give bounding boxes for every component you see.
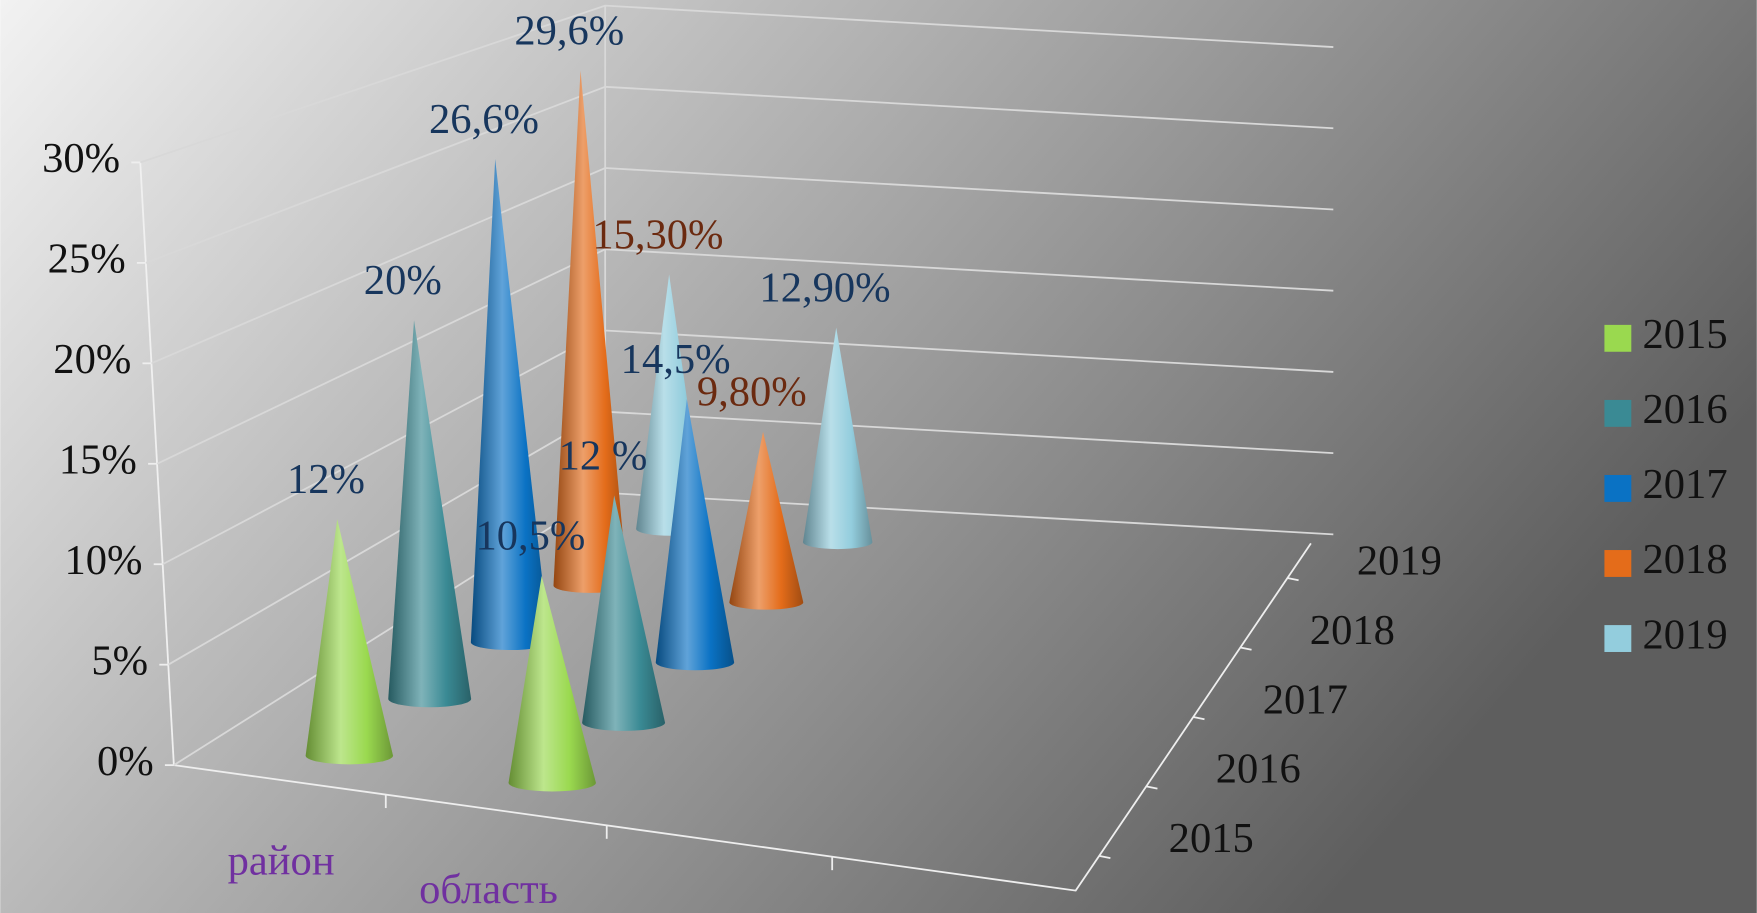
depth-tick (1287, 577, 1299, 582)
legend-label: 2018 (1643, 536, 1728, 583)
value-label: 12 % (559, 432, 648, 479)
grid-line (139, 4, 1334, 164)
cone (729, 431, 804, 610)
cone (553, 70, 628, 593)
y-tick-label: 10% (64, 537, 142, 584)
cone (388, 320, 472, 708)
value-label: 10,5% (475, 513, 585, 560)
depth-label: 2017 (1263, 676, 1348, 723)
value-label: 12% (287, 456, 365, 503)
cone (582, 495, 666, 731)
depth-label: 2016 (1216, 746, 1301, 793)
legend-label: 2015 (1643, 311, 1728, 358)
value-label: 29,6% (514, 7, 624, 54)
legend-swatch (1604, 324, 1632, 352)
cone (802, 327, 873, 550)
grid-line (156, 248, 1334, 465)
legend-label: 2019 (1643, 611, 1728, 658)
depth-label: 2018 (1310, 607, 1395, 654)
y-tick-label: 25% (48, 236, 126, 283)
legend-label: 2016 (1643, 386, 1728, 433)
cone (470, 158, 550, 651)
cone (508, 575, 596, 792)
legend-label: 2017 (1643, 461, 1728, 508)
y-tick-label: 15% (59, 437, 137, 484)
depth-tick (1146, 785, 1158, 790)
category-label: область (419, 866, 558, 913)
legend-swatch (1604, 399, 1632, 427)
value-label: 14,5% (621, 336, 731, 383)
y-tick-label: 20% (53, 336, 131, 383)
legend-swatch (1604, 550, 1632, 577)
depth-tick (1193, 716, 1205, 721)
y-tick-label: 30% (42, 135, 120, 182)
value-label: 9,80% (697, 369, 807, 416)
cone (655, 399, 735, 671)
depth-tick (1240, 646, 1252, 651)
value-label: 15,30% (592, 211, 723, 258)
depth-label: 2015 (1169, 815, 1254, 862)
y-tick-label: 5% (91, 637, 148, 684)
legend-swatch (1604, 625, 1632, 652)
cone (305, 519, 394, 765)
legend-swatch (1604, 474, 1632, 502)
grid-line (162, 329, 1334, 566)
value-label: 20% (364, 257, 442, 304)
grid-line (145, 85, 1334, 264)
value-label: 12,90% (759, 265, 890, 312)
grid-line (151, 167, 1334, 365)
y-tick-label: 0% (97, 738, 154, 785)
depth-tick (1099, 854, 1111, 859)
value-label: 26,6% (429, 96, 539, 143)
depth-label: 2019 (1357, 537, 1442, 584)
floor-edge (173, 542, 1312, 892)
category-label: район (228, 837, 335, 884)
